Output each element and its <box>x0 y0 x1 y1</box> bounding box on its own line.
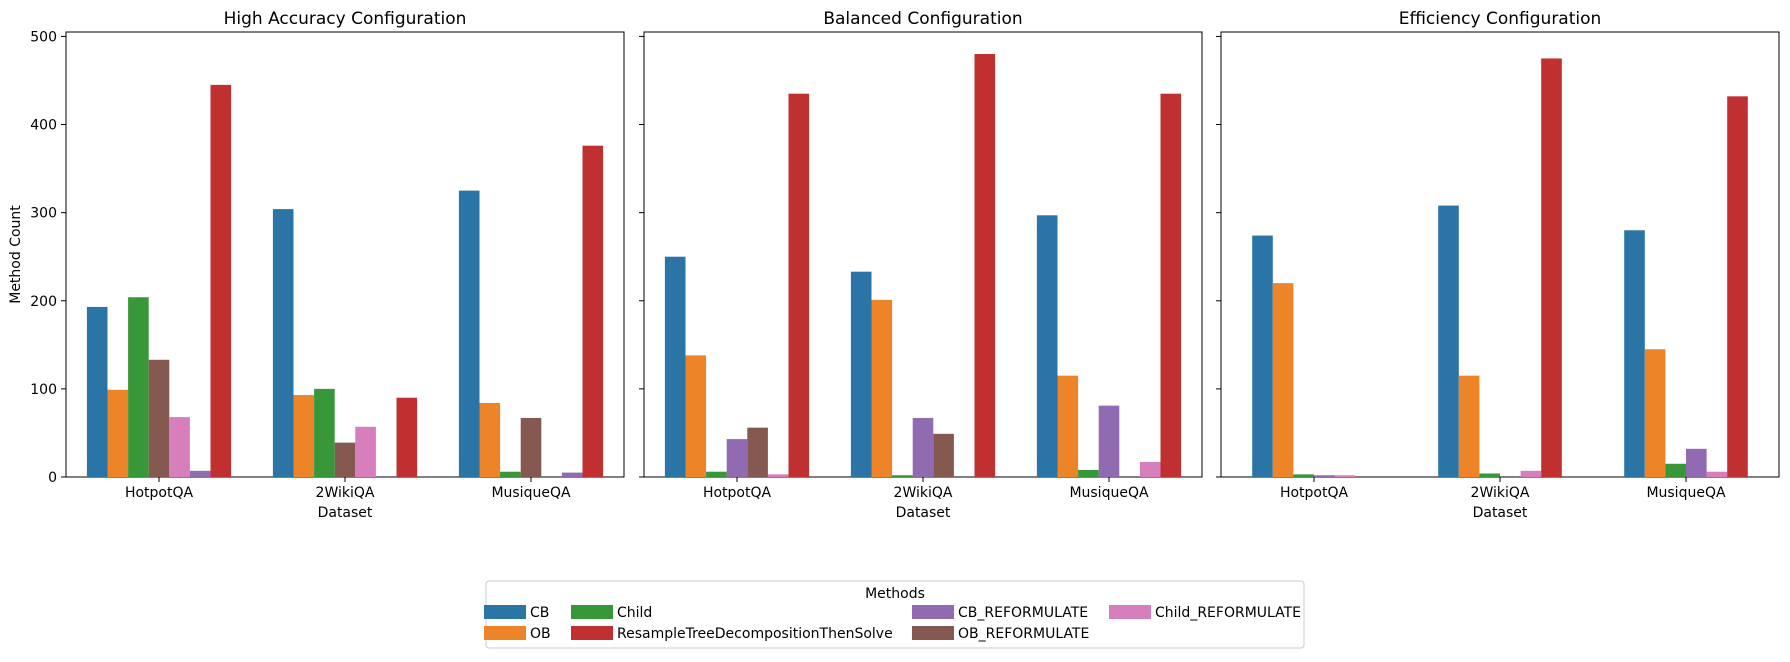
bar-ob-2wikiqa <box>871 299 893 477</box>
bar-ob-hotpotqa <box>1272 283 1294 477</box>
bar-resampletreedecompositionthensolve-2wikiqa <box>974 54 996 478</box>
legend-swatch-resampletreedecompositionthensolve <box>571 626 613 640</box>
bar-cb-musiqueqa <box>458 190 480 477</box>
y-axis-label: Method Count <box>8 205 24 304</box>
bar-ob-reformulate-hotpotqa <box>148 359 170 477</box>
legend-label-resampletreedecompositionthensolve: ResampleTreeDecompositionThenSolve <box>617 626 893 642</box>
legend-swatch-ob-reformulate <box>912 626 954 640</box>
x-tick-label: MusiqueQA <box>491 485 571 501</box>
y-tick-label: 500 <box>30 29 57 45</box>
x-tick-label: 2WikiQA <box>316 485 375 501</box>
x-axis-label: Dataset <box>318 505 373 521</box>
bar-ob-2wikiqa <box>1458 375 1480 477</box>
legend-label-ob: OB <box>530 626 551 642</box>
bar-child-hotpotqa <box>706 471 727 477</box>
bar-ob-musiqueqa <box>1057 375 1079 477</box>
legend-swatch-cb <box>484 605 526 619</box>
panel-title: Balanced Configuration <box>823 9 1022 29</box>
legend: Methods CB OB Child ResampleTreeDecompositio… <box>484 580 1305 649</box>
bar-cb-hotpotqa <box>664 256 686 477</box>
bar-resampletreedecompositionthensolve-2wikiqa <box>396 397 418 477</box>
bar-resampletreedecompositionthensolve-hotpotqa <box>210 84 232 478</box>
x-tick-label: 2WikiQA <box>1471 485 1530 501</box>
legend-swatch-cb-reformulate <box>912 605 954 619</box>
bar-child-reformulate-2wikiqa <box>355 426 376 477</box>
bar-cb-reformulate-musiqueqa <box>561 472 583 477</box>
y-tick-label: 400 <box>30 118 57 134</box>
y-tick-label: 300 <box>30 206 57 222</box>
x-tick-label: HotpotQA <box>703 485 772 501</box>
bar-child-reformulate-musiqueqa <box>1706 471 1728 477</box>
bar-cb-musiqueqa <box>1036 215 1058 478</box>
x-axis-label: Dataset <box>1473 505 1528 521</box>
bar-ob-musiqueqa <box>1644 349 1666 477</box>
bar-child-hotpotqa <box>1293 474 1314 477</box>
bar-ob-reformulate-2wikiqa <box>334 442 356 477</box>
legend-swatch-child <box>571 605 613 619</box>
bar-child-reformulate-hotpotqa <box>767 474 789 477</box>
bar-cb-reformulate-hotpotqa <box>189 470 211 477</box>
y-tick-label: 100 <box>30 382 57 398</box>
x-axis-label: Dataset <box>896 505 951 521</box>
legend-swatch-child-reformulate <box>1109 605 1151 619</box>
x-tick-label: MusiqueQA <box>1069 485 1149 501</box>
panel-efficiency-configuration: Efficiency Configuration HotpotQA 2WikiQA M… <box>1216 9 1780 521</box>
bar-cb-2wikiqa <box>272 209 294 477</box>
bar-child-reformulate-musiqueqa <box>1139 462 1161 477</box>
bar-ob-musiqueqa <box>479 402 501 477</box>
bar-child-2wikiqa <box>1479 473 1500 477</box>
bar-resampletreedecompositionthensolve-hotpotqa <box>788 93 810 477</box>
bar-child-musiqueqa <box>500 471 521 477</box>
bar-cb-reformulate-musiqueqa <box>1686 448 1707 477</box>
bar-cb-reformulate-hotpotqa <box>1314 475 1335 477</box>
bar-child-hotpotqa <box>128 297 149 477</box>
bar-cb-hotpotqa <box>86 306 108 477</box>
bar-ob-reformulate-2wikiqa <box>933 433 954 477</box>
x-tick-label: MusiqueQA <box>1646 485 1726 501</box>
x-tick-label: HotpotQA <box>125 485 194 501</box>
bar-resampletreedecompositionthensolve-2wikiqa <box>1541 58 1562 478</box>
bar-child-reformulate-hotpotqa <box>1334 475 1356 477</box>
bar-cb-reformulate-2wikiqa <box>912 417 934 477</box>
bar-cb-reformulate-musiqueqa <box>1098 405 1120 477</box>
panel-title: High Accuracy Configuration <box>224 9 467 29</box>
bar-cb-hotpotqa <box>1252 235 1273 477</box>
bar-child-reformulate-2wikiqa <box>1520 470 1542 477</box>
plot-frame <box>1220 31 1780 478</box>
y-tick-label: 200 <box>30 294 57 310</box>
legend-label-ob-reformulate: OB_REFORMULATE <box>958 626 1089 642</box>
bar-ob-hotpotqa <box>107 389 129 477</box>
bar-cb-musiqueqa <box>1624 230 1645 477</box>
bar-child-2wikiqa <box>892 475 913 477</box>
bar-child-musiqueqa <box>1665 463 1686 477</box>
bar-cb-2wikiqa <box>850 271 872 477</box>
x-tick-label: HotpotQA <box>1280 485 1349 501</box>
bar-ob-hotpotqa <box>685 355 707 477</box>
panel-title: Efficiency Configuration <box>1399 9 1602 29</box>
panel-high-accuracy-configuration: High Accuracy Configuration 0 100 200 300 400… <box>8 9 625 521</box>
bar-ob-reformulate-musiqueqa <box>520 417 542 477</box>
legend-label-child-reformulate: Child_REFORMULATE <box>1155 605 1301 621</box>
bar-child-reformulate-hotpotqa <box>169 417 190 477</box>
bar-resampletreedecompositionthensolve-musiqueqa <box>1160 93 1182 477</box>
bar-resampletreedecompositionthensolve-musiqueqa <box>1727 96 1748 478</box>
legend-title: Methods <box>865 586 925 602</box>
bar-cb-2wikiqa <box>1438 205 1459 477</box>
x-tick-label: 2WikiQA <box>894 485 953 501</box>
legend-swatch-ob <box>484 626 526 640</box>
legend-label-cb-reformulate: CB_REFORMULATE <box>958 605 1088 621</box>
legend-label-child: Child <box>617 605 652 621</box>
panel-balanced-configuration: Balanced Configuration HotpotQA 2WikiQA Mus… <box>639 9 1203 521</box>
bar-ob-2wikiqa <box>293 395 315 477</box>
y-tick-label: 0 <box>48 470 57 486</box>
bar-child-musiqueqa <box>1078 469 1099 477</box>
bar-ob-reformulate-hotpotqa <box>747 427 768 477</box>
bar-child-2wikiqa <box>314 388 335 477</box>
bar-cb-reformulate-hotpotqa <box>726 439 748 477</box>
legend-label-cb: CB <box>530 605 549 621</box>
bar-resampletreedecompositionthensolve-musiqueqa <box>582 145 604 477</box>
